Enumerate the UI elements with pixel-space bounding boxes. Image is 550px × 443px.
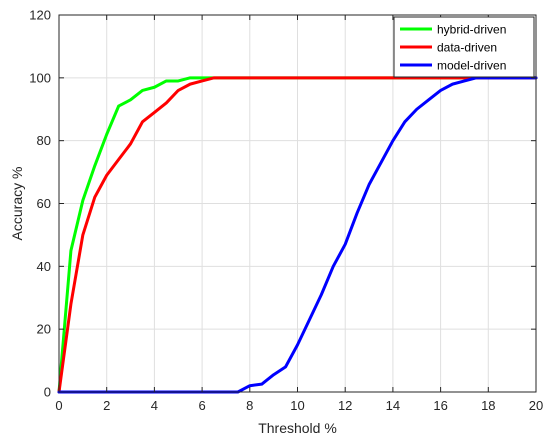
x-tick-label: 2 <box>103 398 110 413</box>
x-tick-label: 18 <box>481 398 495 413</box>
y-tick-label: 20 <box>37 322 51 337</box>
x-tick-label: 20 <box>529 398 543 413</box>
x-tick-label: 6 <box>198 398 205 413</box>
y-tick-label: 0 <box>44 385 51 400</box>
legend-label-model-driven: model-driven <box>437 59 506 73</box>
x-tick-label: 8 <box>246 398 253 413</box>
tick-layer: 0 2 4 6 8 10 12 14 16 18 20 0 20 40 60 80 100 120 <box>29 8 543 414</box>
y-tick-label: 40 <box>37 259 51 274</box>
y-tick-label: 120 <box>29 8 51 23</box>
x-tick-label: 16 <box>433 398 447 413</box>
x-tick-label: 12 <box>338 398 352 413</box>
y-tick-label: 100 <box>29 70 51 85</box>
x-tick-label: 10 <box>290 398 304 413</box>
x-tick-label: 14 <box>386 398 400 413</box>
legend-label-hybrid-driven: hybrid-driven <box>437 23 506 37</box>
x-axis-title: Threshold % <box>258 420 337 436</box>
series-line-data-driven <box>57 76 538 394</box>
x-tick-label: 4 <box>151 398 158 413</box>
y-axis-title: Accuracy % <box>9 167 25 241</box>
y-tick-label: 60 <box>37 196 51 211</box>
y-tick-label: 80 <box>37 133 51 148</box>
x-tick-label: 0 <box>55 398 62 413</box>
legend: hybrid-driven data-driven model-driven <box>393 16 535 78</box>
legend-label-data-driven: data-driven <box>437 41 497 55</box>
